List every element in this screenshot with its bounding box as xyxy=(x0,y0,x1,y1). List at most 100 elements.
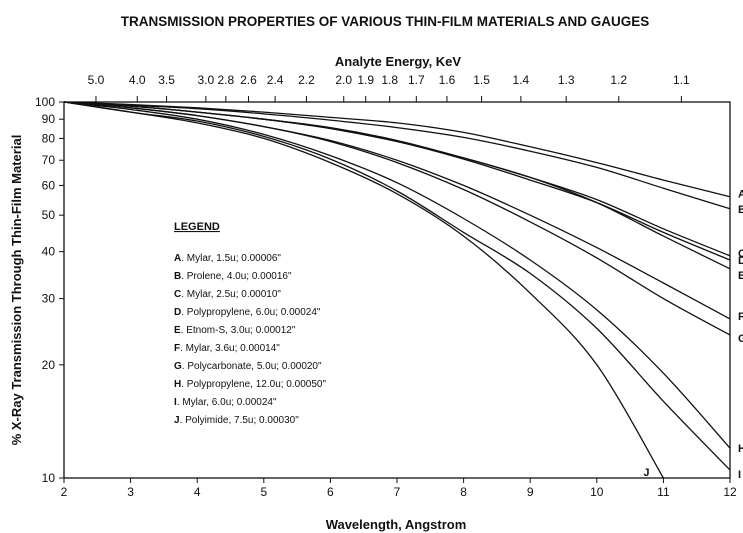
legend-separator: . xyxy=(177,397,183,408)
legend-item-name: Mylar, 2.5u; 0.00010" xyxy=(187,289,282,300)
series-end-label-i: I xyxy=(738,469,741,481)
legend: LEGEND A. Mylar, 1.5u; 0.00006" B. Prolen… xyxy=(174,221,326,426)
series-curves xyxy=(63,101,731,479)
legend-separator: . xyxy=(181,307,187,318)
legend-item-d: D. Polypropylene, 6.0u; 0.00024" xyxy=(174,307,321,318)
series-line-g xyxy=(63,101,731,336)
series-line-i xyxy=(63,101,731,471)
series-end-label-g: G xyxy=(738,333,743,345)
series-line-h xyxy=(63,101,731,449)
legend-key: J xyxy=(174,415,180,426)
legend-item-i: I. Mylar, 6.0u; 0.00024" xyxy=(174,397,277,408)
x-tick-label: 4 xyxy=(194,485,201,499)
y-tick-label: 30 xyxy=(42,292,56,306)
x-tick-label: 3 xyxy=(127,485,134,499)
legend-item-name: Mylar, 3.6u; 0.00014" xyxy=(186,343,281,354)
legend-item-b: B. Prolene, 4.0u; 0.00016" xyxy=(174,271,292,282)
x-tick-label: 11 xyxy=(657,485,670,499)
legend-item-name: Prolene, 4.0u; 0.00016" xyxy=(187,271,292,282)
x-tick-label: 10 xyxy=(590,485,604,499)
legend-item-name: Mylar, 6.0u; 0.00024" xyxy=(182,397,277,408)
legend-item-name: Etnom-S, 3.0u; 0.00012" xyxy=(186,325,296,336)
x-tick-label: 8 xyxy=(460,485,467,499)
top-tick-label: 4.0 xyxy=(129,73,146,87)
top-tick-label: 1.6 xyxy=(439,73,456,87)
x-tick-label: 12 xyxy=(723,485,737,499)
series-line-c xyxy=(63,101,731,257)
legend-separator: . xyxy=(181,325,187,336)
top-tick-label: 1.4 xyxy=(513,73,530,87)
legend-item-name: Polycarbonate, 5.0u; 0.00020" xyxy=(187,361,322,372)
top-tick-label: 1.1 xyxy=(673,73,690,87)
series-line-e xyxy=(63,101,731,270)
legend-separator: . xyxy=(181,379,187,390)
top-tick-label: 1.2 xyxy=(610,73,627,87)
y-tick-label: 60 xyxy=(42,178,56,192)
top-tick-label: 1.7 xyxy=(408,73,425,87)
series-line-d xyxy=(63,101,731,261)
legend-separator: . xyxy=(182,361,188,372)
legend-item-a: A. Mylar, 1.5u; 0.00006" xyxy=(174,253,281,264)
top-tick-label: 1.5 xyxy=(473,73,490,87)
series-end-label-h: H xyxy=(738,443,743,455)
top-tick-label: 2.0 xyxy=(335,73,352,87)
series-line-j xyxy=(63,101,664,479)
legend-item-name: Polypropylene, 6.0u; 0.00024" xyxy=(187,307,321,318)
series-line-b xyxy=(63,101,731,210)
legend-key: F xyxy=(174,343,180,354)
y-tick-label: 40 xyxy=(42,245,56,259)
legend-item-g: G. Polycarbonate, 5.0u; 0.00020" xyxy=(174,361,322,372)
series-end-label-b: B xyxy=(738,204,743,216)
y-tick-label: 50 xyxy=(42,208,56,222)
legend-title: LEGEND xyxy=(174,221,220,233)
y-axis-title: % X-Ray Transmission Through Thin-Film M… xyxy=(9,135,24,446)
top-axis-title: Analyte Energy, KeV xyxy=(335,54,462,69)
series-end-label-a: A xyxy=(738,189,743,201)
y-tick-label: 100 xyxy=(35,95,55,109)
legend-item-name: Polyimide, 7.5u; 0.00030" xyxy=(185,415,299,426)
series-end-labels: AB CDE FG H I J xyxy=(643,189,743,481)
legend-item-name: Polypropylene, 12.0u; 0.00050" xyxy=(187,379,327,390)
top-tick-label: 5.0 xyxy=(88,73,105,87)
top-tick-label: 3.5 xyxy=(158,73,175,87)
y-tick-label: 10 xyxy=(42,471,56,485)
legend-separator: . xyxy=(181,271,187,282)
series-end-label-f: F xyxy=(738,311,743,323)
legend-key: B xyxy=(174,271,181,282)
x-tick-label: 6 xyxy=(327,485,334,499)
series-line-a xyxy=(63,101,731,198)
top-tick-label: 1.9 xyxy=(357,73,374,87)
legend-item-c: C. Mylar, 2.5u; 0.00010" xyxy=(174,289,281,300)
plot-frame xyxy=(63,101,731,479)
top-tick-label: 2.4 xyxy=(267,73,284,87)
top-tick-label: 1.8 xyxy=(381,73,398,87)
top-tick-label: 3.0 xyxy=(198,73,215,87)
top-axis-ticks: 5.0 4.0 3.5 3.0 2.8 2.6 2.4 2.2 2.0 1.9 1.8 1.7 1.6 1… xyxy=(88,73,690,102)
legend-separator: . xyxy=(180,415,186,426)
y-axis-ticks: 10 20 30 40 50 60 70 80 90 100 xyxy=(35,95,64,485)
legend-key: H xyxy=(174,379,181,390)
legend-item-f: F. Mylar, 3.6u; 0.00014" xyxy=(174,343,280,354)
legend-key: I xyxy=(174,397,177,408)
legend-key: D xyxy=(174,307,181,318)
top-tick-label: 2.2 xyxy=(298,73,315,87)
legend-key: G xyxy=(174,361,182,372)
top-tick-label: 2.6 xyxy=(240,73,257,87)
y-tick-label: 20 xyxy=(42,358,56,372)
x-tick-label: 7 xyxy=(394,485,401,499)
legend-key: C xyxy=(174,289,181,300)
legend-key: E xyxy=(174,325,181,336)
x-tick-label: 9 xyxy=(527,485,534,499)
legend-item-e: E. Etnom-S, 3.0u; 0.00012" xyxy=(174,325,296,336)
legend-item-name: Mylar, 1.5u; 0.00006" xyxy=(187,253,282,264)
series-end-label-d: D xyxy=(738,255,743,267)
legend-key: A xyxy=(174,253,181,264)
y-tick-label: 80 xyxy=(42,131,56,145)
legend-separator: . xyxy=(181,253,187,264)
series-end-label-c: C xyxy=(738,248,743,260)
series-end-label-j: J xyxy=(643,467,649,479)
x-axis-ticks: 2 3 4 5 6 7 8 9 10 11 12 xyxy=(61,478,737,499)
legend-separator: . xyxy=(181,289,187,300)
top-tick-label: 1.3 xyxy=(558,73,575,87)
